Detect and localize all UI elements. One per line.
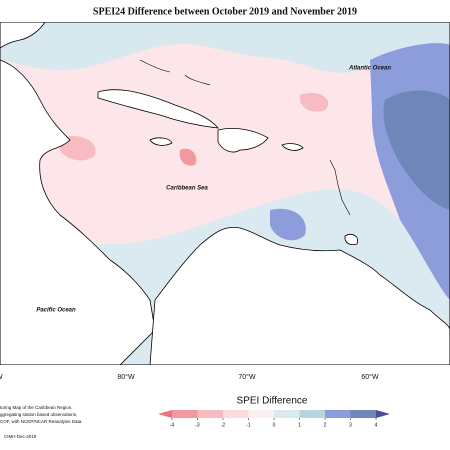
ocean-label: Atlantic Ocean bbox=[348, 66, 391, 72]
longitude-label: 80°W bbox=[117, 373, 135, 381]
longitude-label: 60°W bbox=[361, 373, 379, 381]
field-pink-patch bbox=[179, 148, 197, 166]
legend-swatch bbox=[248, 410, 274, 418]
field-pink-patch bbox=[299, 92, 329, 112]
map-title: SPEI24 Difference between October 2019 a… bbox=[93, 6, 357, 17]
legend-tick-label: 3 bbox=[349, 422, 352, 428]
land-trinidad bbox=[344, 234, 359, 245]
legend-tick-label: -3 bbox=[195, 422, 200, 428]
land-cuba bbox=[97, 89, 219, 129]
land-south-america bbox=[149, 226, 450, 365]
legend-arrow bbox=[376, 410, 390, 418]
legend-tick-label: 1 bbox=[298, 422, 301, 428]
legend-tick-label: 0 bbox=[273, 422, 276, 428]
legend-swatch bbox=[350, 410, 376, 418]
credit-line: toring Map of the Caribbean Region. bbox=[0, 405, 73, 410]
legend-arrow bbox=[158, 410, 172, 418]
islands bbox=[139, 59, 351, 216]
ocean-label: Pacific Ocean bbox=[36, 308, 76, 314]
longitude-label: 70°W bbox=[238, 373, 256, 381]
legend: SPEI Difference -4 -3 -2 -1 0 1 2 3 4 bbox=[158, 396, 390, 428]
legend-swatch bbox=[197, 410, 223, 418]
land-puerto-rico bbox=[281, 143, 304, 151]
credit-line: ggregating station based observations, bbox=[0, 412, 77, 417]
map-area: Atlantic Ocean Caribbean Sea Pacific Oce… bbox=[0, 22, 450, 365]
legend-tick-label: 4 bbox=[375, 422, 378, 428]
legend-title: SPEI Difference bbox=[237, 396, 308, 407]
legend-tick-label: -2 bbox=[221, 422, 226, 428]
sea-label: Caribbean Sea bbox=[166, 186, 208, 192]
land-hispaniola bbox=[217, 128, 269, 153]
longitude-label: 90°W bbox=[0, 373, 3, 381]
credit-line: COF, with NCEP/NCAR Reanalysis Data. bbox=[0, 419, 83, 424]
longitude-labels: 90°W 80°W 70°W 60°W bbox=[0, 373, 379, 381]
field-dark-blue-east bbox=[383, 90, 450, 210]
field-light-blue-north bbox=[0, 22, 450, 73]
field-blue-patch bbox=[270, 208, 306, 241]
land-north bbox=[0, 22, 46, 49]
land-jamaica bbox=[149, 137, 173, 146]
legend-swatch bbox=[274, 410, 300, 418]
legend-tick-label: 2 bbox=[324, 422, 327, 428]
legend-swatch bbox=[325, 410, 351, 418]
legend-tick-label: -4 bbox=[170, 422, 175, 428]
field-pink-patch bbox=[60, 135, 96, 161]
legend-tick-label: -1 bbox=[246, 422, 251, 428]
legend-swatch bbox=[223, 410, 249, 418]
legend-swatch bbox=[299, 410, 325, 418]
credit-date: CIMH Dec-2019 bbox=[4, 434, 37, 439]
legend-swatch bbox=[172, 410, 198, 418]
